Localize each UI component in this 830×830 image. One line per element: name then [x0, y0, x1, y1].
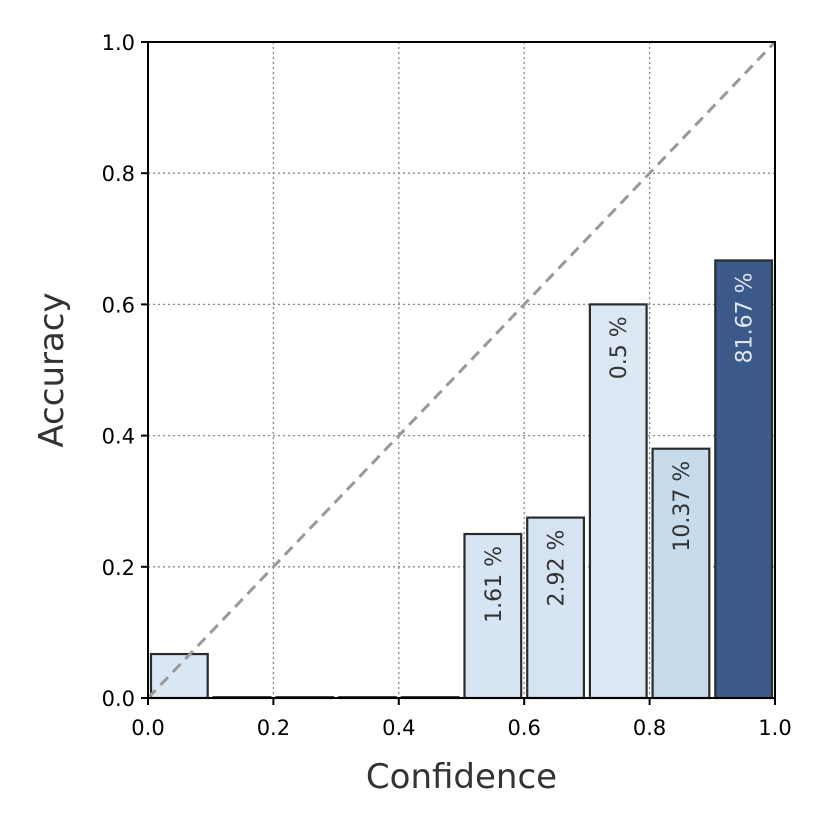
bar-label: 81.67 % [733, 272, 758, 363]
x-tick-label: 0.6 [507, 716, 540, 740]
bar [714, 259, 774, 700]
x-tick-label: 0.4 [382, 716, 415, 740]
bar-label: 0.5 % [607, 316, 632, 379]
y-tick-label: 0.0 [102, 687, 135, 711]
y-tick-label: 0.8 [102, 162, 135, 186]
perfect-calibration-line [146, 40, 777, 700]
bar-label: 10.37 % [670, 461, 695, 552]
bar-label: 2.92 % [545, 530, 570, 607]
x-tick-label: 0.2 [257, 716, 290, 740]
bar [588, 303, 648, 700]
grid [148, 42, 775, 698]
x-tick-label: 1.0 [758, 716, 791, 740]
bar-labels: 1.61 % 2.92 % 0.5 % 10.37 % 81.67 % [482, 272, 758, 622]
y-tick-label: 0.4 [102, 425, 135, 449]
x-axis-title: Confidence [366, 757, 557, 797]
bar [651, 447, 711, 700]
y-axis-title: Accuracy [32, 292, 72, 447]
axes-frame [147, 41, 776, 699]
x-tick-label: 0.8 [633, 716, 666, 740]
x-tick-label: 0.0 [131, 716, 164, 740]
bar [149, 652, 209, 700]
y-tick-label: 1.0 [102, 31, 135, 55]
bar [526, 516, 586, 700]
y-tick-label: 0.2 [102, 556, 135, 580]
bar-label: 1.61 % [482, 546, 507, 623]
bars [149, 259, 774, 700]
ticks: 0.0 0.2 0.4 0.6 0.8 1.0 0.0 0.2 0.4 0.6 0.8 1.0 [102, 31, 792, 740]
y-tick-label: 0.6 [102, 293, 135, 317]
